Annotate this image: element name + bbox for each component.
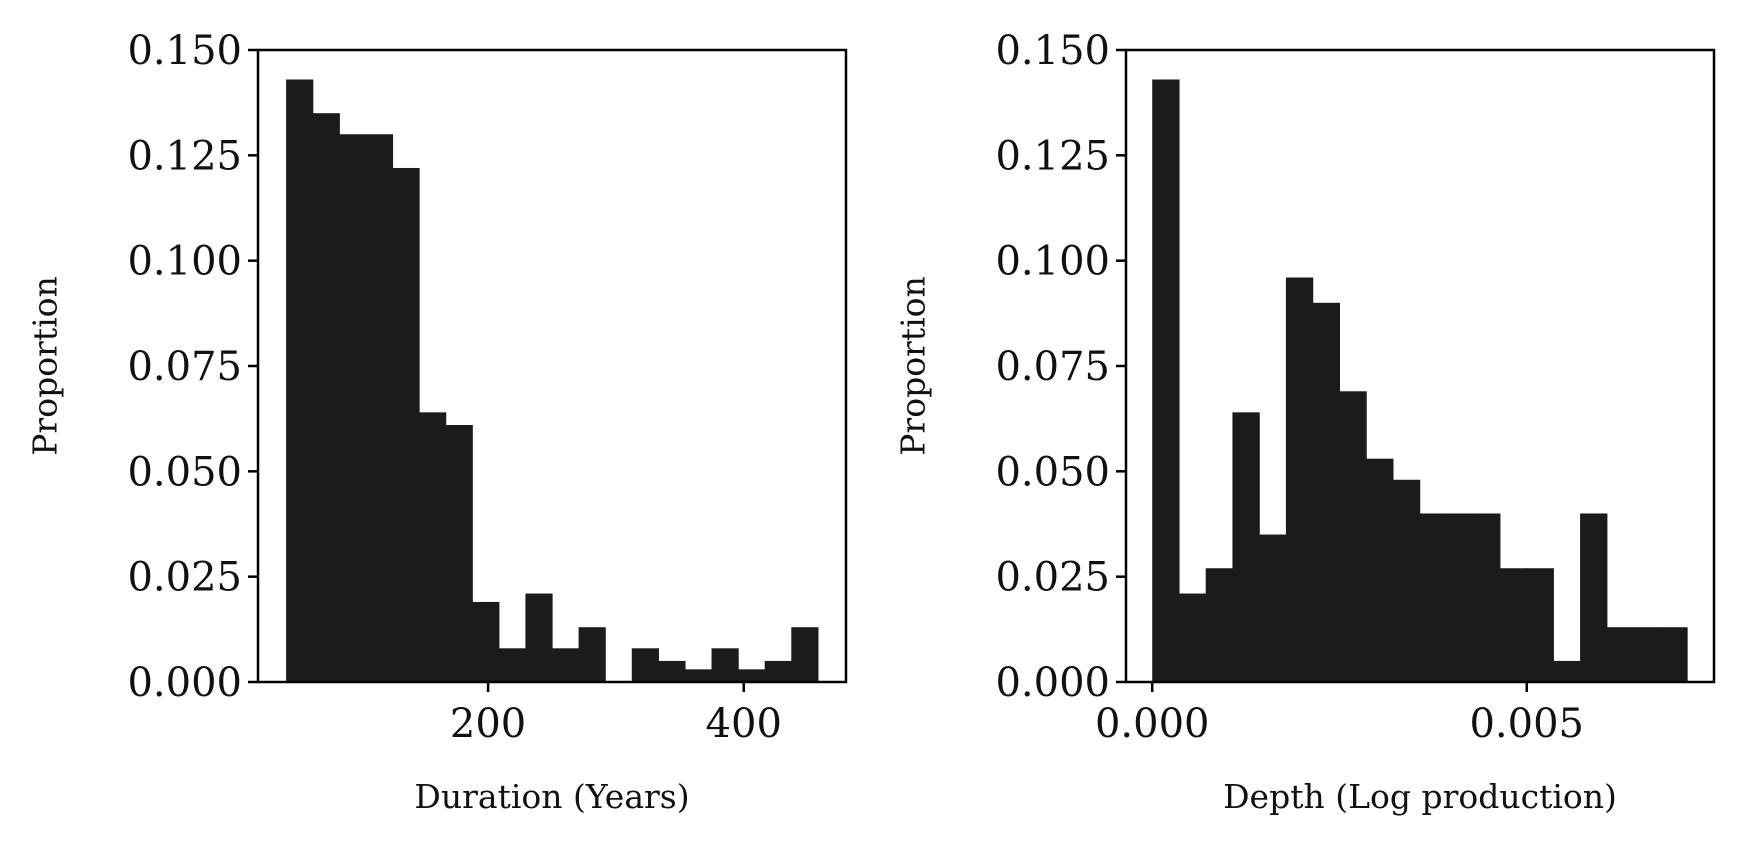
histogram-bar [791, 627, 819, 682]
histogram-bar [684, 669, 713, 682]
y-tick-label: 0.025 [995, 555, 1110, 601]
histogram-bar [1553, 660, 1581, 682]
y-tick-label: 0.150 [995, 28, 1110, 74]
histogram-bar [1473, 513, 1501, 682]
x-axis-label: Duration (Years) [414, 777, 689, 816]
y-axis-label: Proportion [26, 276, 65, 456]
x-axis-label: Depth (Log production) [1223, 777, 1617, 816]
y-tick-label: 0.125 [995, 133, 1110, 179]
histogram-bar [1259, 534, 1287, 682]
histogram-bar [1580, 513, 1608, 682]
histogram-bar [365, 134, 394, 682]
histogram-bar [1232, 412, 1260, 682]
histogram-bar [1392, 479, 1421, 682]
x-tick-label: 200 [450, 701, 526, 747]
histogram-bar [472, 601, 500, 682]
y-tick-label: 0.125 [127, 133, 242, 179]
histogram-bar [1285, 277, 1314, 682]
histogram-bar [1660, 627, 1688, 682]
y-tick-label: 0.025 [127, 555, 242, 601]
histogram-bar [312, 113, 340, 682]
y-axis-label: Proportion [894, 276, 933, 456]
histogram-bar [419, 412, 447, 682]
histogram-bar [1526, 568, 1554, 682]
histogram-bar [1152, 79, 1180, 682]
histogram-bar [339, 134, 367, 682]
histogram-bar [552, 648, 580, 682]
y-tick-label: 0.000 [995, 660, 1110, 706]
x-tick-label: 0.005 [1469, 701, 1584, 747]
histogram-bar [711, 648, 739, 682]
y-tick-label: 0.050 [995, 449, 1110, 495]
histogram-bar [658, 660, 686, 682]
histogram-bar [578, 627, 606, 682]
histogram-bar [392, 167, 420, 682]
x-tick-label: 400 [706, 701, 782, 747]
histogram-bar [1499, 568, 1528, 682]
histogram-bar [1178, 593, 1207, 682]
histogram-bar [1633, 627, 1661, 682]
x-tick-label: 0.000 [1095, 701, 1210, 747]
depth-histogram-panel: 0.000 0.025 0.050 0.075 0.100 0.125 0.150 0.000… [894, 28, 1716, 816]
histogram-bar [1205, 568, 1234, 682]
y-tick-label: 0.050 [127, 449, 242, 495]
histogram-bar [764, 660, 792, 682]
histogram-bar [1366, 458, 1394, 682]
y-tick-label: 0.100 [995, 239, 1110, 285]
histogram-bar [1339, 391, 1367, 682]
y-tick-label: 0.100 [127, 239, 242, 285]
histogram-bar [1606, 627, 1635, 682]
y-tick-label: 0.000 [127, 660, 242, 706]
histogram-bar [286, 79, 314, 682]
histogram-bar [1446, 513, 1474, 682]
histogram-bar [631, 648, 659, 682]
y-tick-label: 0.075 [995, 344, 1110, 390]
y-tick-label: 0.075 [127, 344, 242, 390]
histogram-bar [1419, 513, 1447, 682]
y-tick-label: 0.150 [127, 28, 242, 74]
histogram-bar [1312, 302, 1341, 682]
histogram-bar [498, 648, 527, 682]
histogram-bar [525, 593, 553, 682]
histogram-bar [738, 669, 766, 682]
duration-histogram-panel: 0.000 0.025 0.050 0.075 0.100 0.125 0.150 200 40… [26, 28, 848, 816]
histogram-bar [445, 424, 473, 682]
